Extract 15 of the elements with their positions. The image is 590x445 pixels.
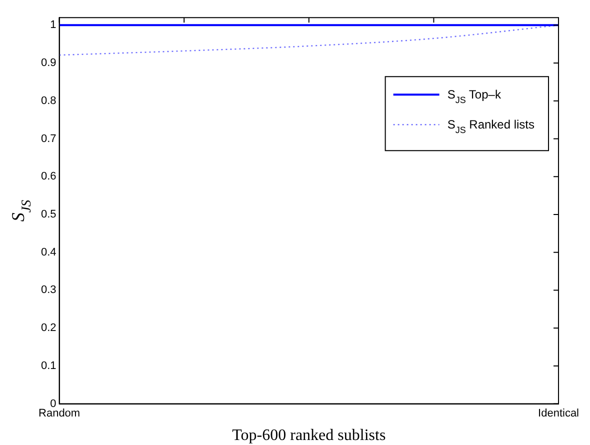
y-tick-label: 0.4 <box>40 246 56 258</box>
x-tick-label: Random <box>38 407 80 420</box>
y-tick-label: 0 <box>50 398 56 410</box>
y-tick-label: 0.1 <box>40 360 56 372</box>
y-axis-title: SJS <box>8 200 34 222</box>
y-tick-label: 1 <box>50 19 56 32</box>
y-tick-label: 0.8 <box>40 94 56 107</box>
y-tick-label: 0.6 <box>40 170 56 183</box>
y-tick-label: 0.3 <box>40 284 56 296</box>
y-tick-label: 0.2 <box>40 322 56 334</box>
x-axis-title: Top-600 ranked sublists <box>232 426 386 444</box>
y-tick-label: 0.5 <box>40 208 56 221</box>
y-tick-label: 0.9 <box>40 57 56 70</box>
x-tick-label: Identical <box>538 407 580 420</box>
y-tick-label: 0.7 <box>40 132 56 145</box>
